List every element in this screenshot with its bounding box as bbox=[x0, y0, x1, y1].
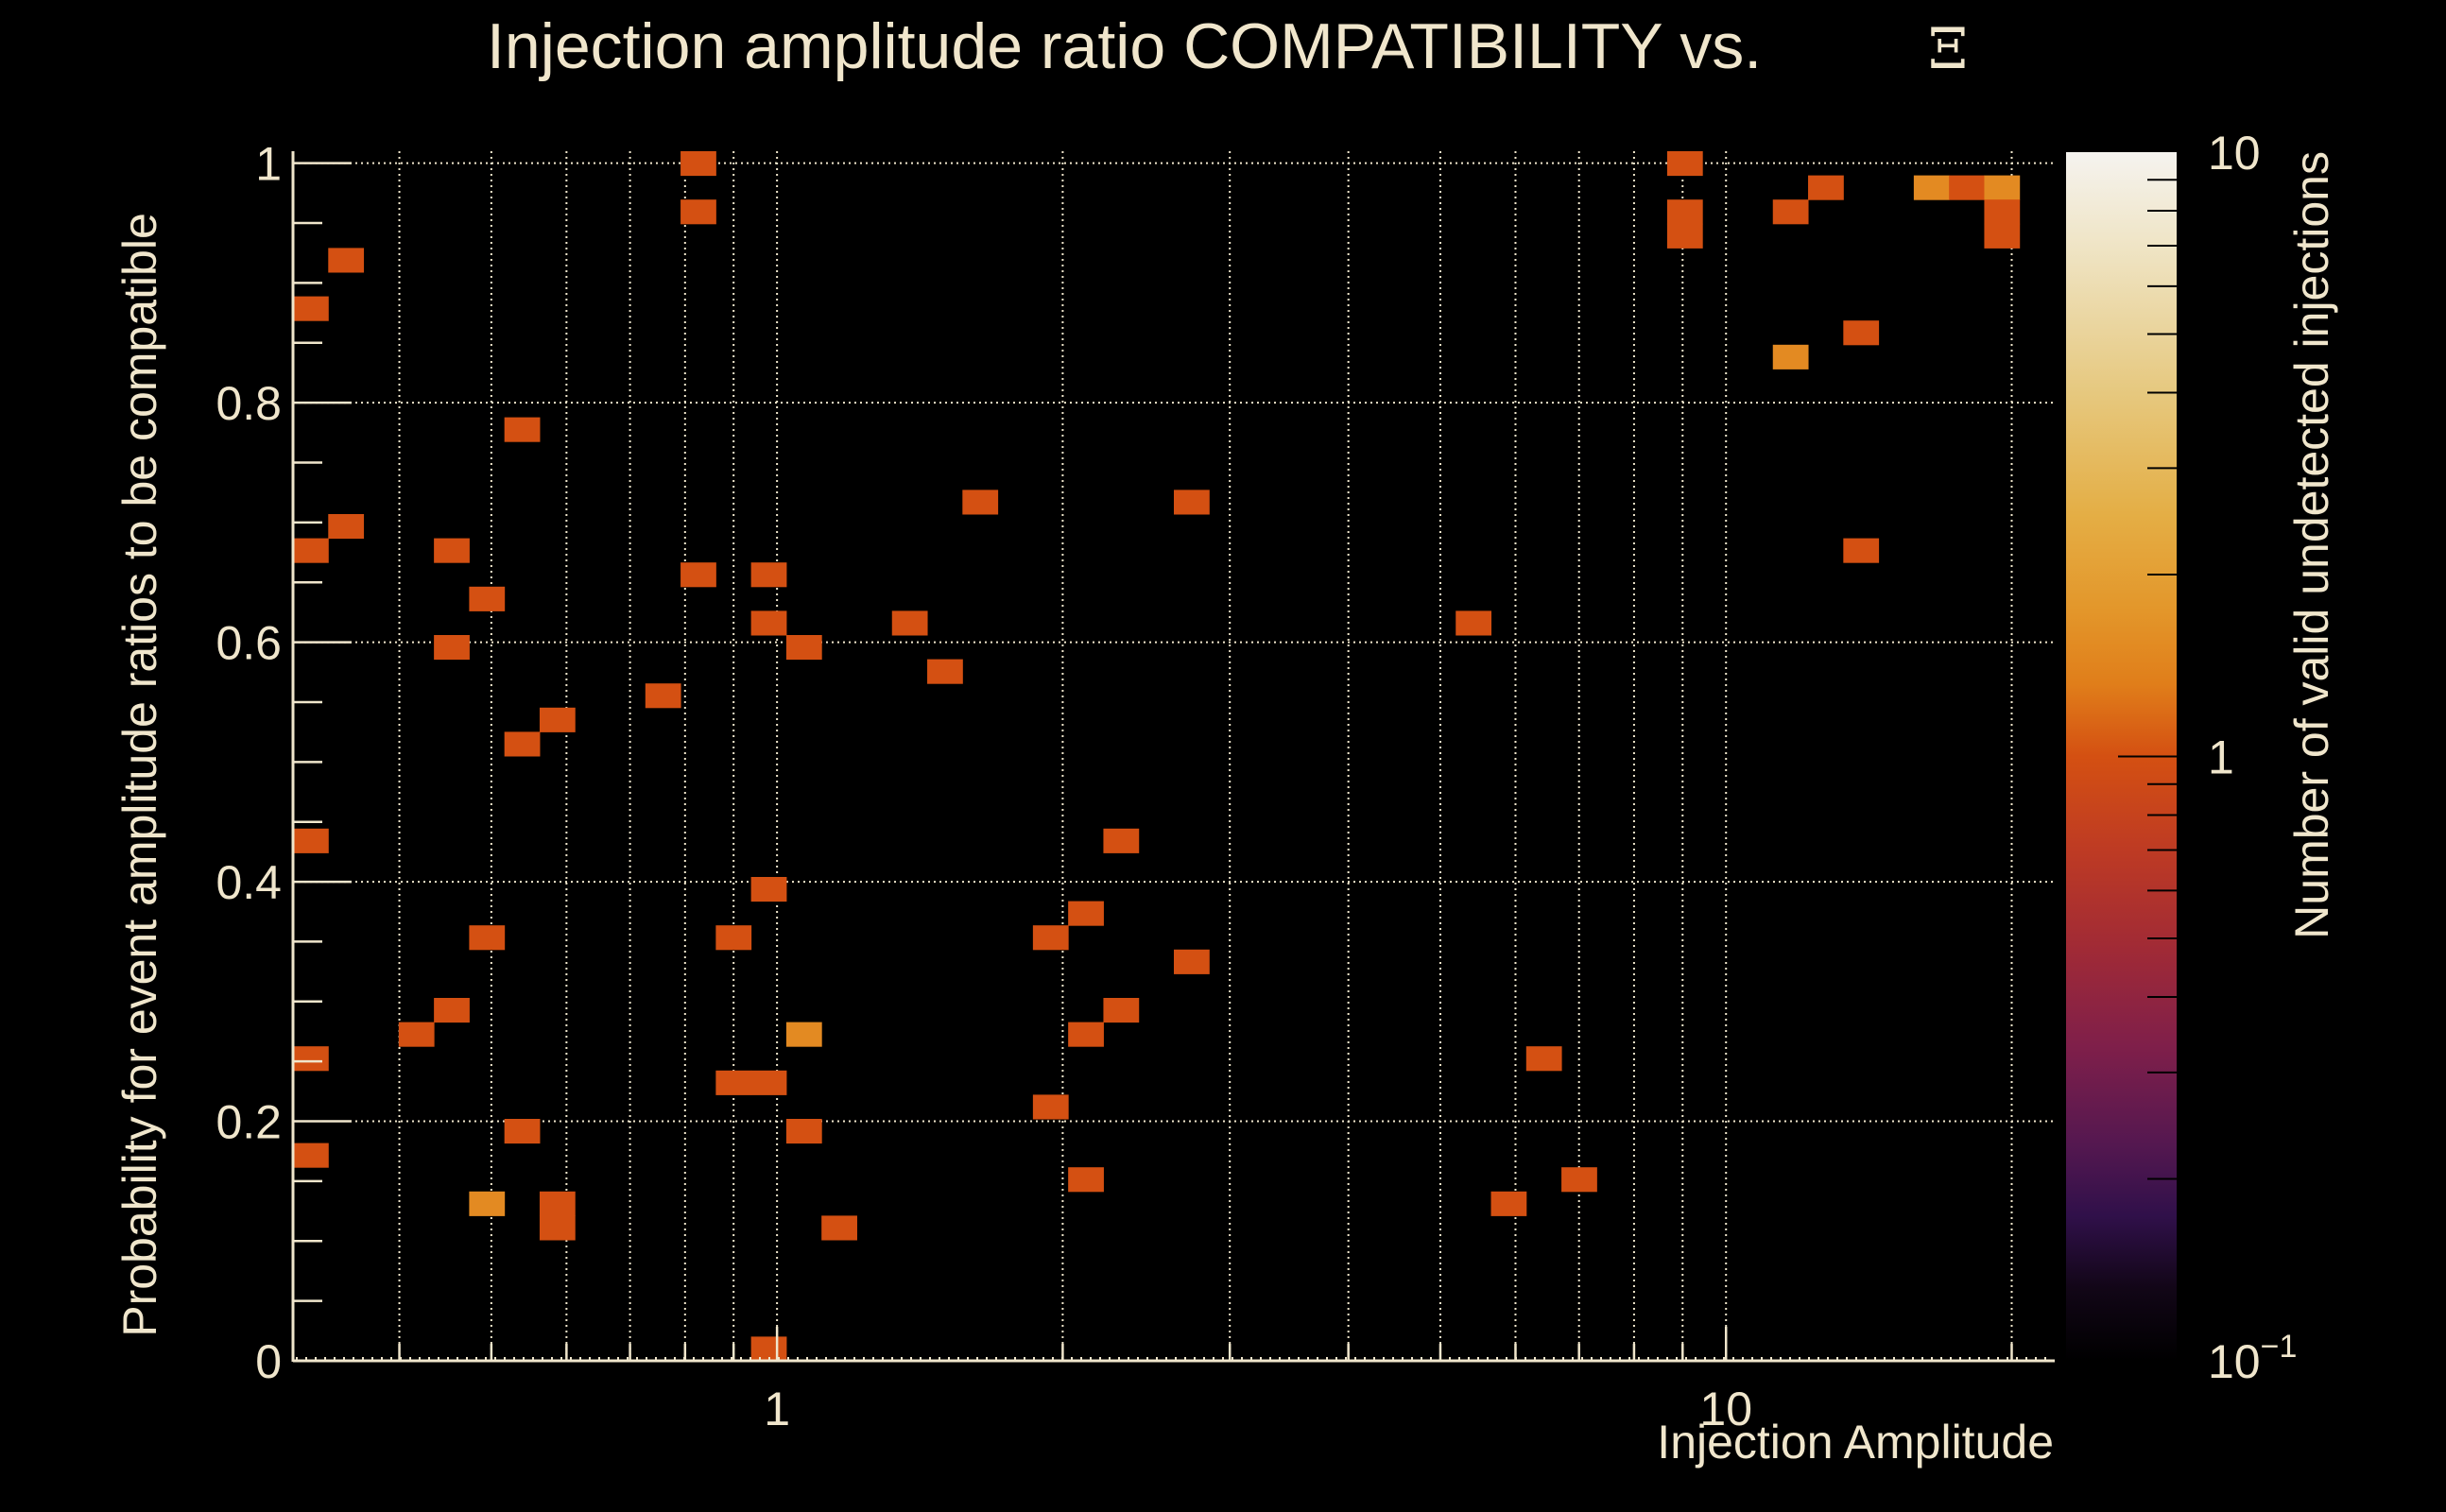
x-axis-title: Injection Amplitude bbox=[1657, 1416, 2054, 1469]
heatmap-cell bbox=[469, 586, 506, 611]
heatmap-cell bbox=[891, 610, 928, 636]
heatmap-cell bbox=[680, 151, 716, 177]
heatmap-cell bbox=[1032, 925, 1069, 951]
heatmap-cell bbox=[539, 1215, 576, 1241]
heatmap-cell bbox=[504, 731, 541, 757]
heatmap-cell bbox=[1490, 1191, 1527, 1216]
heatmap-cell bbox=[1068, 1167, 1104, 1193]
colorbar-tick-label: 10 bbox=[2208, 127, 2261, 180]
heatmap-cell bbox=[1843, 538, 1880, 563]
heatmap-cell bbox=[645, 683, 681, 709]
heatmap-cells bbox=[293, 151, 2021, 1362]
heatmap-cell bbox=[434, 538, 470, 563]
heatmap-cell bbox=[750, 1070, 787, 1095]
colorbar-ticks bbox=[2118, 179, 2177, 1180]
y-tick-label: 0 bbox=[255, 1335, 282, 1388]
heatmap-cell bbox=[1666, 151, 1703, 177]
colorbar-tick-exponent: −1 bbox=[2261, 1329, 2298, 1365]
heatmap-cell bbox=[1068, 901, 1104, 926]
heatmap-cell bbox=[504, 1119, 541, 1144]
tick-labels: 0 0.2 0.4 0.6 0.8 1 1 10 bbox=[215, 138, 1752, 1435]
heatmap-cell bbox=[328, 248, 365, 273]
heatmap-cell bbox=[1984, 175, 2021, 200]
y-tick-label: 0.6 bbox=[215, 617, 282, 670]
heatmap-cell bbox=[293, 1143, 329, 1168]
heatmap-cell bbox=[1525, 1046, 1562, 1072]
y-tick-label: 0.4 bbox=[215, 856, 282, 909]
y-tick-label: 1 bbox=[255, 138, 282, 191]
y-tick-label: 0.8 bbox=[215, 377, 282, 430]
heatmap-cell bbox=[785, 635, 822, 661]
colorbar-tick-label: 10−1 bbox=[2208, 1329, 2297, 1388]
heatmap-cell bbox=[328, 514, 365, 540]
chart-title: Injection amplitude ratio COMPATIBILITY … bbox=[487, 10, 1968, 82]
heatmap-cell bbox=[1068, 1022, 1104, 1047]
heatmap-cell bbox=[469, 1191, 506, 1216]
heatmap-cell bbox=[1949, 175, 1985, 200]
heatmap-cell bbox=[504, 417, 541, 442]
heatmap-cell bbox=[785, 1022, 822, 1047]
heatmap-cell bbox=[293, 538, 329, 563]
heatmap-cell bbox=[680, 562, 716, 588]
heatmap-cell bbox=[750, 562, 787, 588]
colorbar-tick-labels: 10−1 1 10 bbox=[2208, 127, 2297, 1388]
heatmap-cell bbox=[539, 707, 576, 732]
heatmap-cell bbox=[398, 1022, 435, 1047]
y-tick-label: 0.2 bbox=[215, 1096, 282, 1149]
heatmap-cell bbox=[539, 1191, 576, 1216]
heatmap-cell bbox=[1808, 175, 1844, 200]
heatmap-cell bbox=[1772, 199, 1809, 225]
heatmap-cell bbox=[1103, 998, 1140, 1023]
heatmap-cell bbox=[1103, 828, 1140, 853]
heatmap-cell bbox=[1174, 490, 1210, 515]
colorbar-title: Number of valid undetected injections bbox=[2285, 151, 2338, 939]
title-text: Injection amplitude ratio COMPATIBILITY … bbox=[487, 10, 1762, 82]
colorbar-tick-label: 1 bbox=[2208, 731, 2234, 784]
heatmap-cell bbox=[715, 925, 752, 951]
y-axis-title: Probability for event amplitude ratios t… bbox=[113, 213, 166, 1337]
heatmap-cell bbox=[469, 925, 506, 951]
axes bbox=[291, 151, 2055, 1363]
gridlines bbox=[293, 151, 2055, 1361]
heatmap-cell bbox=[1666, 223, 1703, 249]
heatmap-cell bbox=[293, 296, 329, 321]
heatmap-cell bbox=[962, 490, 999, 515]
heatmap-cell bbox=[434, 998, 470, 1023]
heatmap-cell bbox=[680, 199, 716, 225]
heatmap-cell bbox=[785, 1119, 822, 1144]
x-tick-label: 10 bbox=[1699, 1383, 1752, 1435]
heatmap-cell bbox=[1666, 199, 1703, 225]
heatmap-cell bbox=[1913, 175, 1950, 200]
heatmap-cell bbox=[750, 877, 787, 902]
heatmap-cell bbox=[1456, 610, 1492, 636]
heatmap-cell bbox=[1561, 1167, 1597, 1193]
x-tick-label: 1 bbox=[764, 1383, 790, 1435]
heatmap-cell bbox=[1843, 320, 1880, 346]
heatmap-cell bbox=[434, 635, 470, 661]
heatmap-cell bbox=[821, 1215, 857, 1241]
heatmap-cell bbox=[715, 1070, 752, 1095]
heatmap-cell bbox=[293, 828, 329, 853]
title-xi-symbol: Ξ bbox=[1928, 16, 1968, 82]
colorbar: 10−1 1 10 Number of valid undetected injec… bbox=[2066, 127, 2338, 1388]
heatmap-cell bbox=[750, 610, 787, 636]
heatmap-cell bbox=[1032, 1094, 1069, 1120]
heatmap-cell bbox=[927, 659, 963, 684]
heatmap-cell bbox=[1984, 223, 2021, 249]
heatmap-cell bbox=[293, 1046, 329, 1072]
heatmap-cell bbox=[1174, 949, 1210, 974]
heatmap-cell bbox=[1984, 199, 2021, 225]
heatmap-cell bbox=[1772, 344, 1809, 369]
